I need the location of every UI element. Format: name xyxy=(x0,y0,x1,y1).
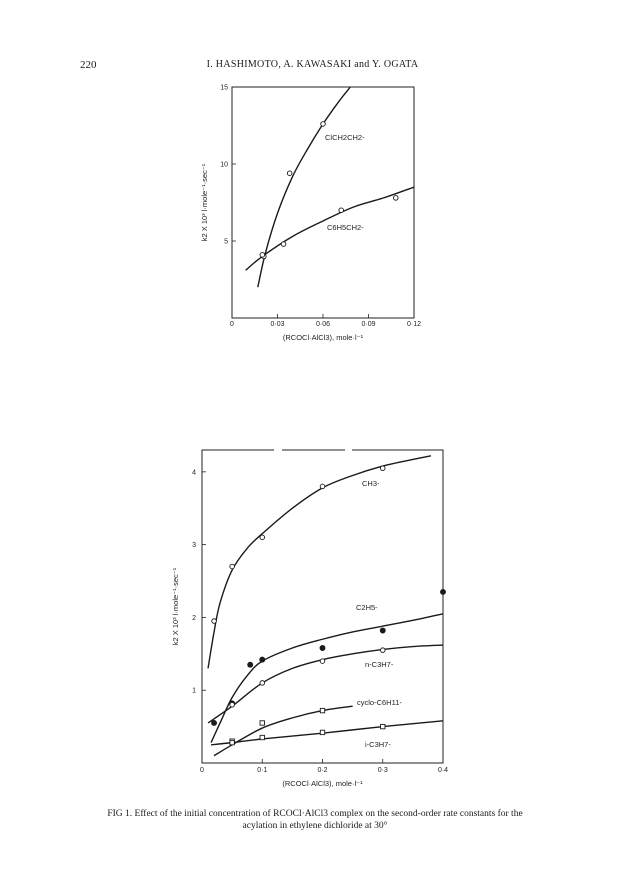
data-point xyxy=(319,483,326,490)
series-3: n-C3H7- xyxy=(207,644,443,724)
series-label: ClCH2CH2- xyxy=(325,133,365,142)
x-tick-label: 0·1 xyxy=(257,767,267,774)
y-axis-label: k2 X 10³ l·mole⁻¹·sec⁻¹ xyxy=(200,163,209,241)
data-point xyxy=(393,195,399,201)
y-tick-label: 1 xyxy=(192,688,196,695)
series-1: ClCH2CH2- xyxy=(257,87,365,288)
series-label: cyclo-C6H11- xyxy=(357,698,402,707)
series-label: C2H5- xyxy=(356,603,378,612)
series-curve xyxy=(210,720,443,746)
bottom-chart: 0 0·1 0·2 0·3 0·4 1 2 3 4 (RCOCl·AlCl3), mole·l⁻¹… xyxy=(171,449,448,788)
data-point xyxy=(259,734,265,741)
x-tick-label: 0·12 xyxy=(407,321,421,328)
data-point xyxy=(259,720,265,726)
data-point xyxy=(320,121,326,127)
y-tick-label: 5 xyxy=(224,239,228,246)
series-curve xyxy=(213,705,353,757)
series-label: CH3- xyxy=(362,479,380,488)
series-5: i-C3H7- xyxy=(210,720,443,749)
y-axis-label: k2 X 10³ l·mole⁻¹·sec⁻¹ xyxy=(171,567,180,645)
x-axis-label: (RCOCl·AlCl3), mole·l⁻¹ xyxy=(282,779,363,788)
data-point xyxy=(319,707,326,714)
data-point xyxy=(247,661,254,668)
series-label: n-C3H7- xyxy=(365,660,394,669)
data-point xyxy=(211,618,217,624)
data-point xyxy=(229,702,235,708)
x-tick-label: 0·4 xyxy=(438,767,448,774)
data-point xyxy=(211,720,218,726)
figure-caption: FIG 1. Effect of the initial concentrati… xyxy=(107,809,523,831)
top-chart: 0 0·03 0·06 0·09 0·12 5 10 15 (RCOCl·AlCl3), mol… xyxy=(200,85,421,343)
series-2: C2H5- xyxy=(210,588,446,743)
data-point xyxy=(259,656,266,663)
y-tick-label: 2 xyxy=(192,615,196,622)
x-tick-label: 0·3 xyxy=(378,767,388,774)
x-tick-label: 0·06 xyxy=(316,321,330,328)
series-curve xyxy=(207,644,443,724)
y-tick-label: 10 xyxy=(220,162,228,169)
data-point xyxy=(338,207,344,213)
data-point xyxy=(319,658,326,664)
y-tick-label: 4 xyxy=(192,469,196,476)
data-point xyxy=(286,170,293,176)
series-curve xyxy=(207,455,432,669)
x-axis-label: (RCOCl·AlCl3), mole·l⁻¹ xyxy=(283,333,364,342)
data-point xyxy=(380,647,386,653)
plot-frame xyxy=(201,449,444,764)
data-point xyxy=(380,723,386,730)
data-point xyxy=(259,252,266,258)
y-tick-label: 3 xyxy=(192,542,196,549)
data-point xyxy=(259,680,266,686)
x-tick-label: 0·09 xyxy=(361,321,375,328)
x-tick-label: 0·2 xyxy=(317,767,327,774)
data-point xyxy=(259,534,266,541)
series-label: C6H5CH2- xyxy=(327,223,364,232)
data-point xyxy=(380,465,386,471)
series-curve xyxy=(210,613,443,743)
series-curve xyxy=(257,87,351,288)
data-point xyxy=(379,627,386,634)
page-number: 220 xyxy=(80,59,97,71)
data-point xyxy=(229,563,235,570)
x-tick-label: 0 xyxy=(230,321,234,328)
series-2: C6H5CH2- xyxy=(245,186,414,271)
running-head: I. HASHIMOTO, A. KAWASAKI and Y. OGATA xyxy=(206,59,419,70)
y-tick-label: 15 xyxy=(220,85,228,92)
data-point xyxy=(319,729,326,736)
data-point xyxy=(280,241,287,247)
data-point xyxy=(319,645,326,651)
series-label: i-C3H7- xyxy=(365,740,391,749)
data-point xyxy=(440,588,446,595)
x-tick-label: 0·03 xyxy=(270,321,284,328)
data-point xyxy=(229,739,235,746)
x-tick-label: 0 xyxy=(200,767,204,774)
series-1: CH3- xyxy=(207,455,432,669)
